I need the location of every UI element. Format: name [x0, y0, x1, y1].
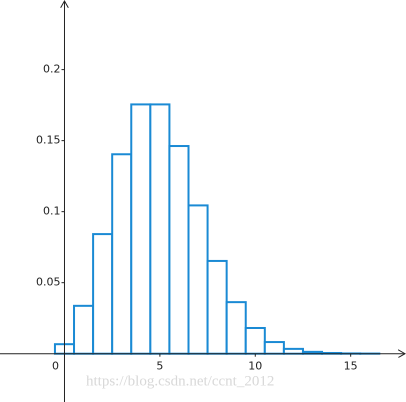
- bar: [92, 233, 114, 355]
- bar: [111, 153, 133, 355]
- bar: [206, 259, 228, 355]
- bar: [168, 145, 190, 355]
- bar: [149, 103, 171, 355]
- y-tick-label: 0.2: [43, 63, 61, 76]
- bar: [244, 326, 266, 355]
- bar: [73, 304, 95, 355]
- y-tick-label: 0.15: [36, 134, 61, 147]
- watermark: https://blog.csdn.net/ccnt_2012: [86, 373, 274, 389]
- bar: [263, 341, 285, 355]
- x-tick-label: 5: [156, 360, 163, 373]
- y-tick-label: 0.1: [43, 205, 61, 218]
- x-tick-label: 0: [52, 360, 59, 373]
- bar: [225, 301, 247, 355]
- bar: [187, 204, 209, 355]
- y-tick-label: 0.05: [36, 276, 61, 289]
- x-tick-label: 10: [248, 360, 262, 373]
- bar: [282, 347, 304, 355]
- bars: [53, 103, 381, 355]
- bar: [130, 103, 152, 355]
- x-tick-label: 15: [344, 360, 358, 373]
